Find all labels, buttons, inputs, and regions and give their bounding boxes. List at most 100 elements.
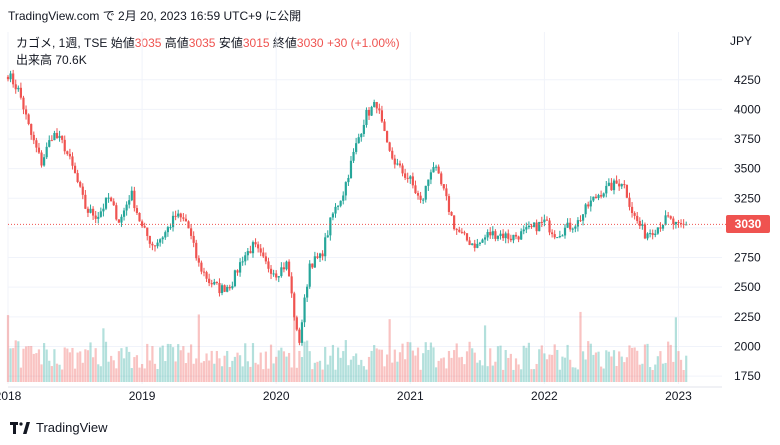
candle-body — [308, 263, 311, 287]
candle-body — [649, 233, 652, 235]
candle-body — [285, 261, 288, 270]
candle-body — [326, 235, 329, 238]
volume-bar — [53, 349, 56, 382]
candle-body — [398, 163, 402, 166]
volume-bar — [233, 356, 237, 382]
volume-bar — [468, 341, 471, 382]
candle-body — [592, 196, 595, 201]
last-price-tag: 3030 — [726, 215, 770, 234]
candle-body — [269, 268, 273, 274]
candle-body — [532, 222, 536, 227]
footer-brand[interactable]: TradingView — [10, 420, 108, 435]
candle-body — [267, 261, 270, 269]
candle-body — [641, 224, 644, 226]
volume-bar — [329, 355, 332, 382]
candle-body — [633, 213, 636, 216]
volume-bar — [548, 354, 551, 382]
volume-bar — [254, 362, 257, 382]
candle-body — [254, 242, 257, 245]
volume-bar — [447, 350, 451, 382]
x-tick-label: 2023 — [665, 389, 692, 403]
candle-body — [202, 271, 206, 273]
candle-body — [334, 206, 337, 214]
volume-bar — [558, 369, 561, 382]
candle-body — [517, 236, 520, 240]
volume-bar — [316, 361, 319, 382]
high-value: 3035 — [188, 36, 216, 50]
volume-bar — [86, 350, 90, 382]
candle-body — [94, 215, 97, 219]
volume-bar — [236, 352, 239, 382]
volume-bar — [213, 363, 216, 382]
candle-body — [349, 160, 353, 179]
candle-body — [282, 267, 286, 270]
candle-body — [293, 293, 296, 318]
volume-bar — [166, 343, 169, 382]
candle-body — [558, 236, 561, 238]
candle-body — [153, 245, 157, 247]
candle-body — [63, 139, 66, 152]
candle-body — [220, 285, 224, 294]
volume-bar — [605, 350, 608, 382]
volume-bar — [318, 360, 322, 382]
x-tick-label: 2018 — [0, 389, 22, 403]
volume-bar — [396, 361, 399, 382]
candle-body — [262, 252, 265, 257]
candle-body — [66, 151, 69, 154]
candle-body — [502, 233, 505, 239]
candle-body — [120, 216, 123, 223]
candle-body — [117, 219, 120, 223]
candle-body — [218, 282, 221, 294]
candle-body — [244, 255, 247, 262]
candle-body — [280, 267, 283, 277]
candle-body — [169, 227, 172, 229]
volume-bar — [491, 365, 494, 382]
candle-body — [607, 182, 610, 186]
candle-body — [30, 124, 33, 135]
candle-body — [306, 286, 309, 298]
volume-bar — [355, 353, 358, 382]
volume-bar — [422, 353, 425, 382]
volume-bar — [148, 360, 151, 382]
volume-bar — [205, 353, 208, 382]
volume-bar — [409, 342, 412, 382]
symbol-name[interactable]: カゴメ, 1週, TSE — [16, 36, 108, 50]
volume-bar — [514, 358, 518, 382]
volume-bar — [295, 367, 298, 382]
volume-bar — [182, 346, 185, 382]
y-tick-label: 1750 — [734, 369, 761, 383]
volume-bar — [473, 352, 476, 382]
volume-bar — [483, 325, 487, 382]
candle-body — [476, 243, 479, 248]
candle-body — [406, 177, 409, 179]
volume-bar — [30, 345, 33, 382]
volume-bar — [249, 366, 252, 382]
volume-bar — [427, 349, 430, 382]
candle-body — [432, 167, 435, 173]
change-value: +30 (+1.00%) — [326, 36, 400, 50]
volume-bar — [99, 366, 102, 382]
volume-bar — [231, 360, 234, 382]
volume-bar — [615, 366, 618, 382]
volume-bar — [419, 369, 422, 382]
candle-body — [525, 227, 528, 230]
volume-bar — [646, 343, 649, 382]
volume-bar — [411, 350, 414, 382]
volume-bar — [344, 340, 347, 382]
volume-bar — [463, 364, 466, 382]
candle-body — [303, 297, 306, 323]
volume-bar — [272, 363, 275, 382]
candle-body — [571, 228, 574, 230]
volume-label: 出来高 — [16, 53, 53, 67]
candle-body — [73, 165, 77, 174]
y-tick-label: 2250 — [734, 310, 761, 324]
candle-body — [373, 102, 376, 107]
volume-bar — [66, 348, 69, 382]
volume-bar — [35, 353, 38, 382]
volume-bar — [602, 368, 605, 382]
volume-bar — [94, 348, 97, 382]
candle-body — [37, 147, 41, 153]
candle-body — [545, 219, 549, 221]
candle-body — [365, 109, 368, 125]
